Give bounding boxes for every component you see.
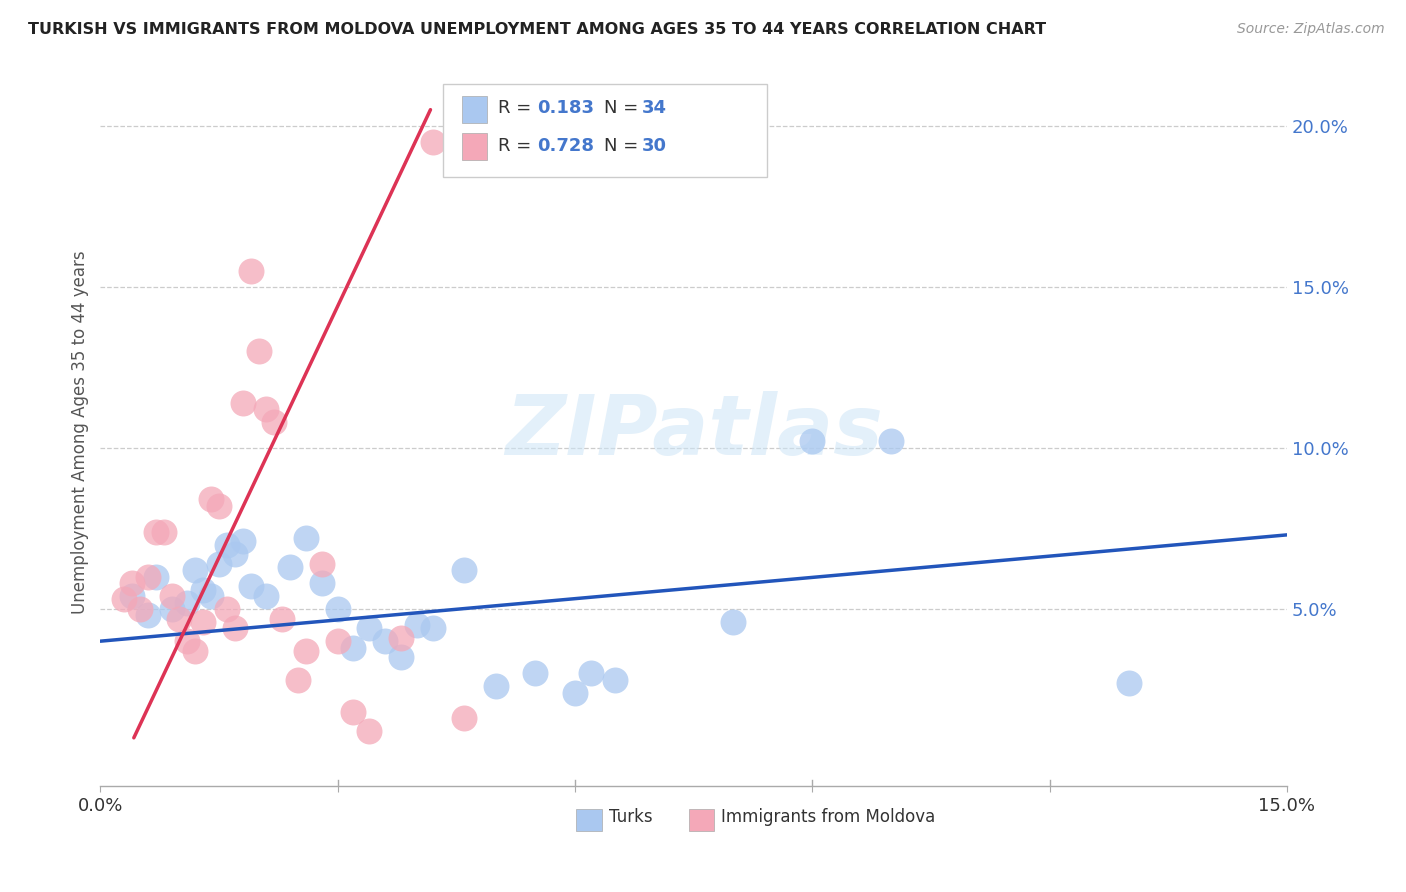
Point [184,563,207,577]
Y-axis label: Unemployment Among Ages 35 to 44 years: Unemployment Among Ages 35 to 44 years [72,250,89,614]
Point [1118,676,1140,690]
Point [208,499,231,513]
Point [193,582,215,597]
Point [374,634,396,648]
Point [263,415,285,429]
Point [169,612,191,626]
Point [208,557,231,571]
Point [136,570,159,584]
Text: 0.183: 0.183 [537,99,595,117]
Point [326,634,349,648]
Point [359,724,381,739]
Point [193,615,215,629]
Text: Immigrants from Moldova: Immigrants from Moldova [721,808,935,826]
Point [603,673,626,687]
Point [184,644,207,658]
Point [453,711,475,725]
Point [359,621,381,635]
Point [326,602,349,616]
Point [224,547,246,561]
Point [342,640,364,655]
Point [145,570,167,584]
Point [295,531,318,545]
Point [224,621,246,635]
Point [311,557,333,571]
Point [405,618,427,632]
Point [271,612,294,626]
Point [200,589,222,603]
Point [295,644,318,658]
Point [176,634,198,648]
Point [145,524,167,539]
Point [278,560,301,574]
Text: Source: ZipAtlas.com: Source: ZipAtlas.com [1237,22,1385,37]
Point [389,631,412,645]
Point [129,602,152,616]
Point [579,666,602,681]
Point [176,595,198,609]
Text: 30: 30 [641,136,666,154]
Point [524,666,547,681]
Point [152,524,174,539]
Point [136,608,159,623]
Text: R =: R = [498,99,537,117]
Point [256,402,278,417]
Point [721,615,744,629]
Point [232,396,254,410]
Point [801,434,824,449]
Point [564,686,586,700]
Text: ZIPatlas: ZIPatlas [505,392,883,472]
Point [311,576,333,591]
Point [121,589,143,603]
Point [342,705,364,719]
Point [389,650,412,665]
Point [232,534,254,549]
Point [453,563,475,577]
Text: N =: N = [603,136,644,154]
Point [160,589,183,603]
Point [215,537,238,551]
Point [112,592,135,607]
Point [239,264,262,278]
Text: TURKISH VS IMMIGRANTS FROM MOLDOVA UNEMPLOYMENT AMONG AGES 35 TO 44 YEARS CORREL: TURKISH VS IMMIGRANTS FROM MOLDOVA UNEMP… [28,22,1046,37]
Point [215,602,238,616]
Point [160,602,183,616]
Point [239,579,262,593]
Point [256,589,278,603]
Text: 0.728: 0.728 [537,136,595,154]
Point [200,492,222,507]
Point [485,679,508,693]
Text: N =: N = [603,99,644,117]
Point [247,344,270,359]
Text: 34: 34 [641,99,666,117]
Text: R =: R = [498,136,537,154]
Text: Turks: Turks [609,808,652,826]
Point [422,135,444,149]
Point [880,434,903,449]
Point [422,621,444,635]
Point [121,576,143,591]
Point [287,673,309,687]
